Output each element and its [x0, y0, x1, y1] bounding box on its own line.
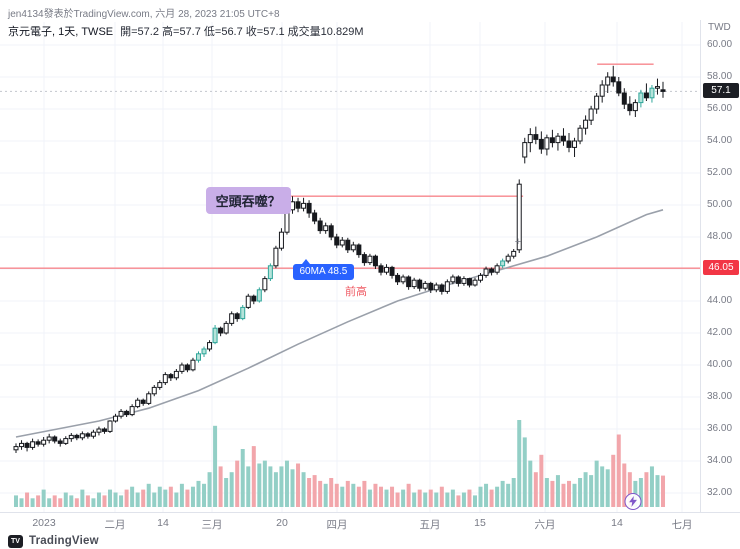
previous-high-note: 前高	[345, 283, 367, 299]
time-tick-label: 四月	[326, 519, 348, 531]
price-tick-label: 48.00	[707, 231, 733, 242]
time-tick-label: 2023	[32, 517, 56, 529]
time-tick-label: 六月	[534, 519, 556, 531]
tradingview-wordmark[interactable]: TradingView	[29, 535, 99, 547]
previous-high-label: 前高	[345, 285, 368, 298]
time-axis[interactable]: 2023 二月 14 三月 20 四月 五月 15 六月 14 七月	[0, 512, 740, 533]
ma-callout-label: 60MA 48.5	[299, 266, 348, 278]
time-tick-label: 14	[611, 517, 623, 529]
price-tick-label: 58.00	[707, 71, 733, 82]
price-tick-label: 50.00	[707, 199, 733, 210]
chart-legend[interactable]: 京元電子, 1天, TWSE 開=57.2 高=57.7 低=56.7 收=57.…	[8, 23, 364, 39]
time-tick-label: 二月	[104, 519, 126, 531]
publish-info-text: jen4134發表於TradingView.com, 六月 28, 2023 2…	[8, 9, 280, 20]
time-tick-label: 20	[276, 517, 288, 529]
bearish-note-label: 空頭吞噬？	[215, 193, 281, 209]
lightning-bolt-glyph	[629, 496, 638, 507]
tradingview-logo-icon[interactable]: TV	[8, 534, 23, 548]
currency-label: TWD	[708, 22, 731, 33]
symbol-title: 京元電子, 1天, TWSE	[8, 26, 114, 38]
ma-line	[15, 209, 664, 438]
price-axis[interactable]: TWD 57.1 46.05 60.00 58.00 56.00 54.00 52.00…	[700, 0, 740, 512]
volume-series	[14, 420, 666, 507]
grid	[0, 22, 700, 512]
time-tick-label: 五月	[419, 519, 441, 531]
footer-bar: TV TradingView	[0, 533, 740, 549]
time-tick-label: 15	[474, 517, 486, 529]
ma-value-callout[interactable]: 60MA 48.5	[292, 259, 355, 281]
plus-marker: +	[514, 236, 522, 249]
price-tick-label: 40.00	[707, 359, 733, 370]
price-tick-label: 42.00	[707, 327, 733, 338]
publish-info-bar: jen4134發表於TradingView.com, 六月 28, 2023 2…	[0, 0, 740, 20]
last-price-badge: 57.1	[703, 83, 739, 99]
price-chart[interactable]: 京元電子, 1天, TWSE 開=57.2 高=57.7 低=56.7 收=57.…	[0, 0, 700, 512]
level-price-badge: 46.05	[703, 260, 739, 276]
price-tick-label: 56.00	[707, 103, 733, 114]
time-tick-label: 七月	[671, 519, 693, 531]
price-tick-label: 54.00	[707, 135, 733, 146]
price-tick-label: 44.00	[707, 295, 733, 306]
lightning-bolt-icon[interactable]	[624, 493, 642, 510]
ohlc-values: 開=57.2 高=57.7 低=56.7 收=57.1 成交量10.829M	[120, 26, 364, 38]
price-tick-label: 32.00	[707, 487, 733, 498]
time-tick-label: 三月	[201, 519, 223, 531]
price-tick-label: 36.00	[707, 423, 733, 434]
price-tick-label: 38.00	[707, 391, 733, 402]
candlestick-series	[13, 65, 666, 453]
price-tick-label: 52.00	[707, 167, 733, 178]
price-tick-label: 60.00	[707, 39, 733, 50]
bearish-engulfing-note[interactable]: 空頭吞噬？	[205, 186, 291, 214]
chart-canvas[interactable]	[0, 0, 700, 512]
time-tick-label: 14	[157, 517, 169, 529]
price-tick-label: 34.00	[707, 455, 733, 466]
